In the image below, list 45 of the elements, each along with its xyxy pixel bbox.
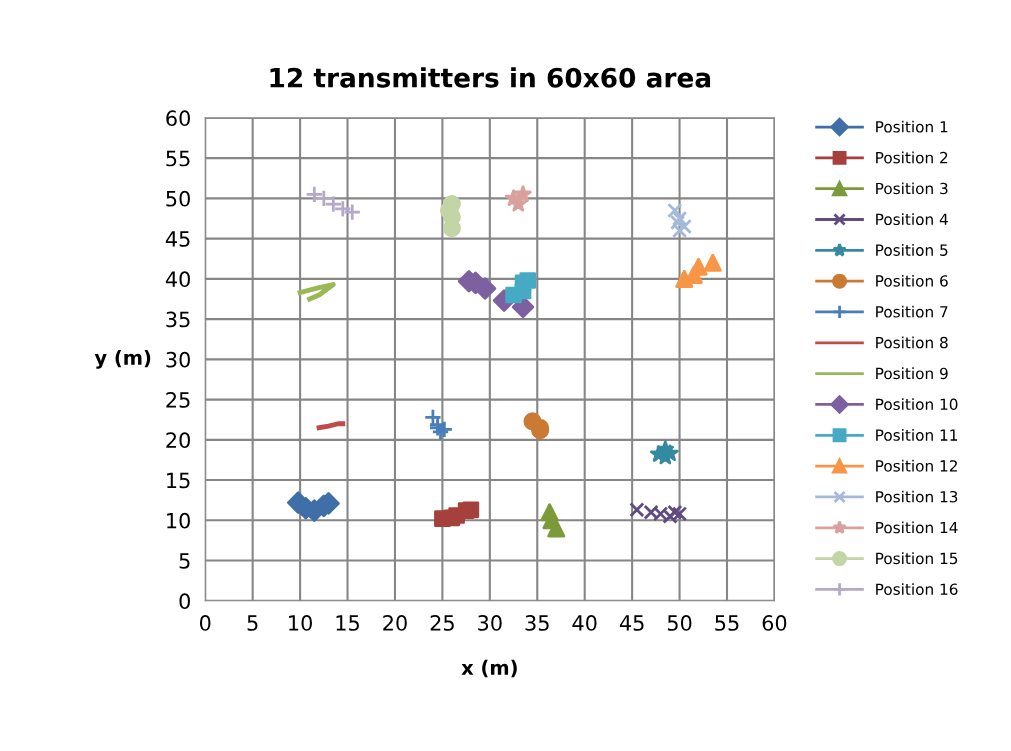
x-tick-label: 40 — [572, 615, 597, 631]
x-tick-label: 60 — [762, 615, 787, 631]
y-axis-title: y (m) — [94, 349, 151, 369]
y-tick-label: 30 — [166, 351, 190, 368]
x-tick-label: 50 — [667, 615, 692, 631]
legend-label: Position 5 — [876, 244, 948, 256]
x-tick-label: 30 — [478, 615, 502, 631]
y-tick-label: 40 — [165, 271, 190, 288]
legend-label: Position 6 — [876, 274, 948, 287]
legend-label: Position 15 — [876, 552, 958, 565]
y-tick-label: 10 — [167, 512, 190, 529]
legend-label: Position 7 — [876, 305, 948, 318]
y-tick-label: 50 — [166, 190, 190, 207]
x-axis-title: x (m) — [461, 659, 517, 678]
legend-label: Position 13 — [876, 490, 958, 503]
x-tick-label: 20 — [383, 615, 407, 631]
x-tick-label: 10 — [289, 615, 312, 631]
legend-label: Position 12 — [876, 459, 957, 472]
legend-label: Position 2 — [876, 151, 948, 164]
x-tick-label: 5 — [247, 615, 258, 631]
legend-label: Position 9 — [876, 367, 948, 380]
legend-label: Position 1 — [876, 120, 948, 133]
y-tick-label: 0 — [179, 593, 190, 610]
y-tick-label: 35 — [166, 311, 190, 328]
legend-label: Position 11 — [876, 429, 958, 441]
x-tick-label: 45 — [619, 615, 644, 631]
y-tick-label: 55 — [166, 150, 190, 167]
x-tick-label: 55 — [715, 615, 739, 631]
y-tick-label: 60 — [166, 110, 190, 127]
legend-label: Position 8 — [876, 336, 948, 349]
chart-title: 12 transmitters in 60x60 area — [270, 67, 711, 88]
x-tick-label: 15 — [336, 615, 359, 631]
x-tick-label: 35 — [525, 615, 549, 631]
legend-label: Position 16 — [876, 583, 958, 595]
x-tick-label: 0 — [199, 615, 211, 631]
y-tick-label: 45 — [165, 231, 190, 247]
y-tick-label: 15 — [167, 472, 190, 489]
y-tick-label: 25 — [166, 392, 190, 408]
legend-label: Position 4 — [876, 213, 948, 226]
y-tick-label: 5 — [179, 553, 190, 569]
x-tick-label: 25 — [430, 615, 454, 631]
legend-label: Position 14 — [876, 521, 958, 534]
legend-label: Position 3 — [876, 182, 948, 195]
y-tick-label: 20 — [166, 432, 190, 449]
legend-label: Position 10 — [876, 398, 958, 411]
